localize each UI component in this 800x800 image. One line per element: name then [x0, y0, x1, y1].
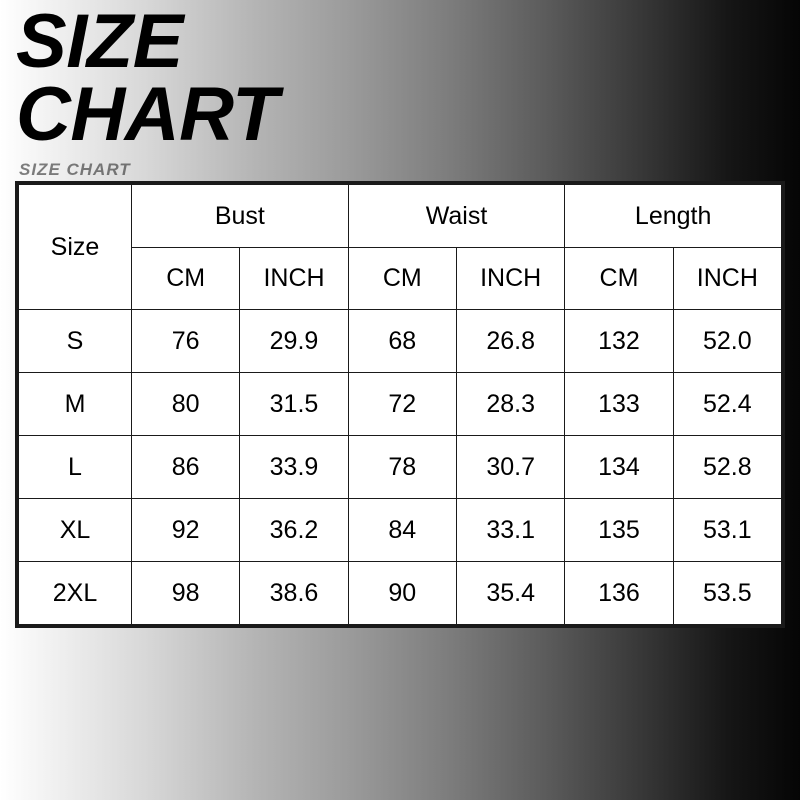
- cell-length-cm: 132: [564, 309, 674, 373]
- cell-waist-inch: 30.7: [455, 435, 566, 499]
- header-unit-length-cm: CM: [564, 247, 674, 310]
- cell-size: S: [18, 309, 132, 373]
- table-row: 2XL 98 38.6 90 35.4 136 53.5: [18, 561, 783, 625]
- cell-waist-inch: 28.3: [455, 372, 566, 436]
- cell-waist-cm: 72: [347, 372, 457, 436]
- cell-bust-inch: 38.6: [239, 561, 349, 625]
- table-header: Size Bust Waist Length CM INCH CM INCH C…: [18, 184, 783, 310]
- table-row: M 80 31.5 72 28.3 133 52.4: [18, 372, 783, 436]
- cell-length-inch: 53.5: [672, 561, 783, 625]
- header-row-groups: Size Bust Waist Length: [18, 184, 782, 310]
- cell-length-cm: 136: [564, 561, 674, 625]
- cell-length-inch: 53.1: [672, 498, 783, 562]
- header-unit-waist-cm: CM: [347, 247, 457, 310]
- cell-bust-cm: 86: [130, 435, 241, 499]
- cell-bust-cm: 76: [130, 309, 241, 373]
- cell-length-inch: 52.8: [672, 435, 783, 499]
- header-unit-length-inch: INCH: [672, 247, 783, 310]
- cell-waist-inch: 33.1: [455, 498, 566, 562]
- header-unit-bust-cm: CM: [130, 247, 241, 310]
- cell-bust-cm: 80: [130, 372, 241, 436]
- page-subtitle-ghost: SIZE CHART: [19, 160, 131, 179]
- page-title-line-1: SIZE: [16, 0, 183, 84]
- header-unit-waist-inch: INCH: [455, 247, 566, 310]
- cell-length-cm: 135: [564, 498, 674, 562]
- cell-waist-inch: 26.8: [455, 309, 566, 373]
- header-group-length: Length: [564, 184, 782, 248]
- cell-bust-inch: 29.9: [239, 309, 349, 373]
- header-group-waist: Waist: [347, 184, 566, 248]
- page-title-line-2: CHART: [16, 71, 279, 157]
- header-row-units: CM INCH CM INCH CM INCH: [19, 247, 783, 310]
- header-size: Size: [18, 184, 132, 310]
- header-group-bust: Bust: [131, 184, 349, 248]
- cell-length-cm: 134: [564, 435, 674, 499]
- size-chart-table-container: Size Bust Waist Length CM INCH CM INCH C…: [15, 181, 785, 628]
- cell-size: 2XL: [18, 561, 132, 625]
- cell-bust-inch: 31.5: [239, 372, 349, 436]
- cell-waist-cm: 68: [347, 309, 457, 373]
- size-chart-table: Size Bust Waist Length CM INCH CM INCH C…: [18, 184, 783, 625]
- cell-bust-cm: 92: [130, 498, 241, 562]
- header-unit-bust-inch: INCH: [239, 247, 349, 310]
- cell-bust-inch: 36.2: [239, 498, 349, 562]
- table-body: S 76 29.9 68 26.8 132 52.0 M 80 31.5 72 …: [18, 309, 783, 625]
- cell-length-inch: 52.4: [672, 372, 783, 436]
- cell-size: L: [18, 435, 132, 499]
- cell-bust-cm: 98: [130, 561, 241, 625]
- table-row: L 86 33.9 78 30.7 134 52.8: [18, 435, 783, 499]
- table-row: S 76 29.9 68 26.8 132 52.0: [18, 309, 783, 373]
- cell-length-inch: 52.0: [672, 309, 783, 373]
- cell-waist-inch: 35.4: [455, 561, 566, 625]
- table-row: XL 92 36.2 84 33.1 135 53.1: [18, 498, 783, 562]
- page-title: SIZE CHART: [16, 0, 536, 157]
- cell-size: XL: [18, 498, 132, 562]
- cell-bust-inch: 33.9: [239, 435, 349, 499]
- cell-waist-cm: 78: [347, 435, 457, 499]
- cell-length-cm: 133: [564, 372, 674, 436]
- cell-size: M: [18, 372, 132, 436]
- cell-waist-cm: 90: [347, 561, 457, 625]
- cell-waist-cm: 84: [347, 498, 457, 562]
